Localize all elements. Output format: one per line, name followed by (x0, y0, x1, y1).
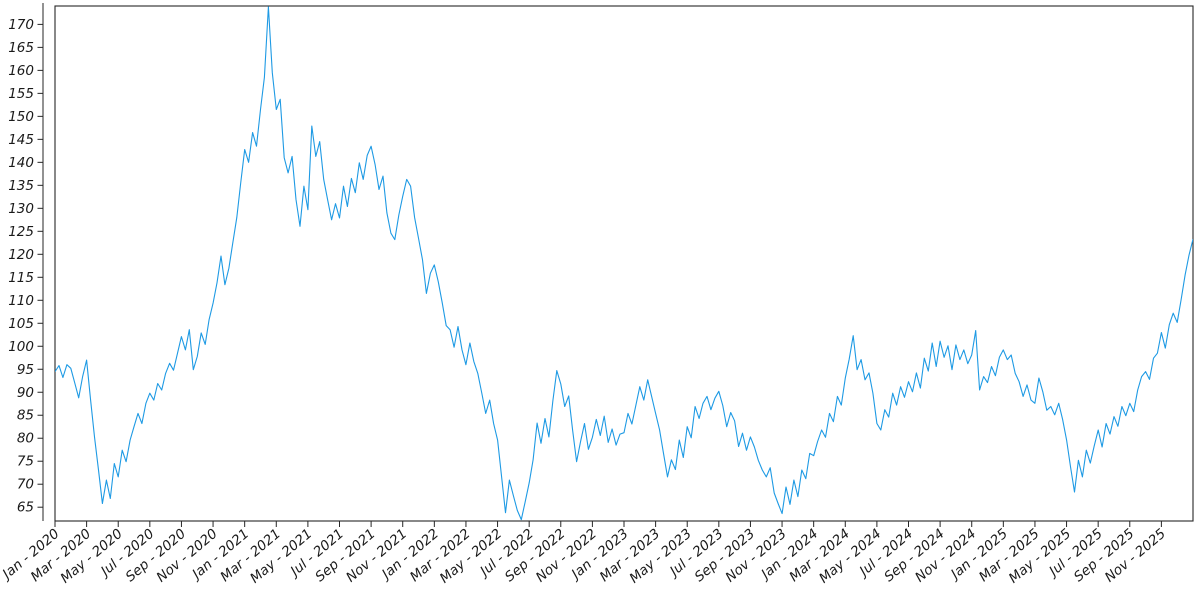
y-tick-label: 160 (8, 63, 34, 79)
y-tick-label: 150 (8, 109, 34, 125)
y-tick-label: 155 (8, 86, 34, 102)
y-tick-label: 130 (8, 201, 34, 217)
y-tick-label: 140 (8, 155, 34, 171)
y-tick-label: 80 (17, 431, 34, 447)
y-tick-label: 120 (8, 247, 34, 263)
y-tick-label: 105 (8, 316, 34, 332)
y-tick-label: 170 (8, 17, 34, 33)
y-tick-label: 115 (8, 270, 34, 286)
y-tick-label: 125 (8, 224, 34, 240)
y-tick-label: 100 (8, 339, 34, 355)
y-tick-label: 65 (17, 500, 34, 516)
y-tick-label: 75 (17, 454, 34, 470)
y-tick-label: 90 (17, 385, 34, 401)
y-tick-label: 165 (8, 40, 34, 56)
y-tick-label: 145 (8, 132, 34, 148)
y-tick-label: 110 (8, 293, 34, 309)
y-tick-label: 85 (17, 408, 34, 424)
plot-frame (54, 5, 1194, 522)
price-line-series (55, 6, 1193, 521)
y-tick-label: 95 (17, 362, 34, 378)
y-tick-label: 135 (8, 178, 34, 194)
y-tick-label: 70 (17, 477, 34, 493)
